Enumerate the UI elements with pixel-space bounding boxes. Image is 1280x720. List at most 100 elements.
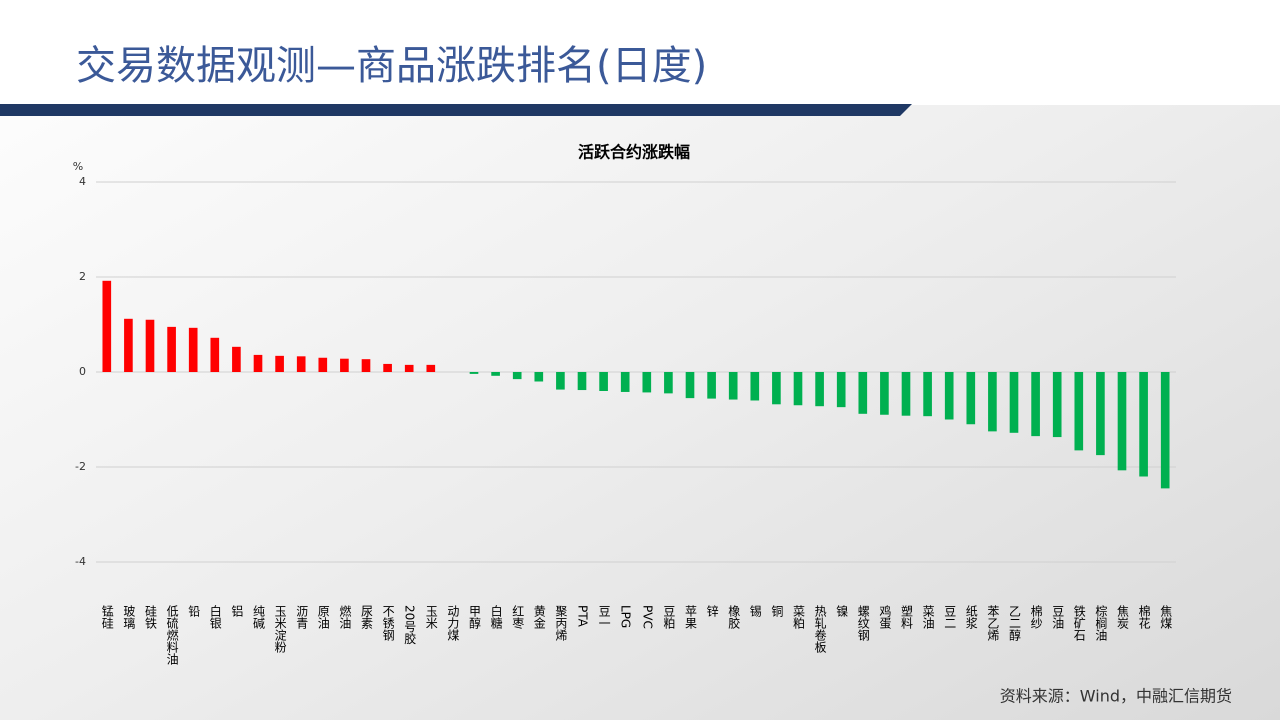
x-tick-label: PTA (576, 605, 590, 628)
x-tick-label: 乙二醇 (1008, 605, 1022, 641)
bar (642, 372, 652, 393)
x-tick-label: 螺纹钢 (856, 605, 870, 641)
bar (1052, 372, 1062, 438)
bar (1074, 372, 1084, 451)
bar (210, 337, 220, 372)
x-tick-label: 燃油 (338, 604, 352, 629)
x-tick-label: 纸浆 (964, 605, 978, 629)
slide-title: 交易数据观测—商品涨跌排名(日度) (76, 43, 707, 89)
bar (901, 372, 911, 416)
x-tick-label: 玻璃 (122, 605, 136, 630)
x-tick-label: 锰硅 (100, 604, 114, 629)
x-tick-label: 白银 (208, 604, 222, 629)
x-tick-label: 红枣 (511, 604, 525, 630)
x-tick-label: 塑料 (900, 604, 914, 629)
bar (318, 357, 328, 372)
bar (340, 358, 349, 372)
bar (815, 372, 824, 407)
x-tick-label: 低硫燃料油 (165, 605, 179, 665)
bar (923, 372, 932, 417)
x-tick-label: 尿素 (360, 605, 374, 629)
bar (102, 280, 112, 372)
bar (1117, 372, 1127, 471)
bar (728, 372, 738, 400)
x-tick-label: 菜粕 (792, 605, 806, 629)
y-tick-label: 4 (79, 175, 86, 188)
x-tick-label: 原油 (316, 605, 330, 629)
bar (966, 372, 976, 425)
x-tick-label: 聚丙烯 (554, 605, 568, 641)
y-tick-label: -4 (75, 555, 86, 568)
bar (685, 372, 695, 399)
bar (1009, 372, 1019, 433)
x-tick-label: 锌 (705, 605, 719, 617)
x-tick-label: 锡 (748, 604, 762, 618)
bar (253, 354, 263, 372)
x-tick-label: 橡胶 (727, 605, 741, 630)
bar (1096, 372, 1105, 456)
x-tick-label: 棕榈油 (1094, 604, 1108, 641)
bar (232, 346, 241, 372)
x-tick-label: 豆一 (597, 605, 611, 629)
bar (988, 372, 997, 432)
x-tick-label: 铜 (770, 604, 784, 617)
bar (188, 327, 198, 372)
header-bg (0, 0, 1280, 105)
x-tick-label: 铁矿石 (1072, 605, 1086, 641)
bar (1139, 372, 1148, 477)
bar (707, 372, 716, 399)
x-tick-label: 菜油 (921, 605, 935, 629)
y-tick-label: 2 (79, 270, 86, 283)
bar (664, 372, 673, 394)
x-tick-label: 铝 (230, 604, 244, 617)
bar (361, 359, 371, 372)
bar (124, 318, 133, 372)
bar (793, 372, 803, 406)
bar (750, 372, 760, 401)
header-bar (0, 104, 912, 116)
bar (469, 372, 479, 374)
bar (880, 372, 889, 415)
source-note: 资料来源：Wind，中融汇信期货 (1000, 687, 1232, 706)
bar (620, 372, 630, 392)
x-tick-label: 动力煤 (446, 605, 460, 641)
bar (145, 319, 155, 372)
bar (599, 372, 608, 391)
chart-title: 活跃合约涨跌幅 (578, 143, 690, 162)
x-tick-label: 豆二 (943, 605, 957, 629)
x-tick-label: 玉米淀粉 (273, 605, 287, 653)
x-tick-label: 焦煤 (1159, 605, 1173, 629)
bar (491, 372, 500, 376)
bar (534, 372, 544, 382)
bar (772, 372, 781, 405)
y-tick-label: 0 (79, 365, 86, 378)
x-tick-label: 棉纱 (1029, 605, 1043, 629)
bar (296, 356, 306, 372)
x-tick-label: 玉米 (424, 605, 438, 629)
bar (858, 372, 868, 414)
x-tick-label: 豆粕 (662, 605, 676, 629)
bar (556, 372, 565, 390)
x-tick-label: LPG (619, 605, 633, 628)
x-tick-label: 白糖 (489, 604, 503, 630)
x-tick-label: 豆油 (1051, 605, 1065, 629)
x-tick-label: 苯乙烯 (986, 605, 1000, 641)
bar (404, 364, 414, 372)
x-tick-label: 黄金 (532, 605, 546, 629)
x-tick-label: 硅铁 (144, 605, 158, 629)
x-tick-label: 纯碱 (252, 605, 266, 630)
x-tick-label: 棉花 (1137, 605, 1151, 630)
x-tick-label: 甲醇 (468, 605, 482, 629)
x-tick-label: 铅 (187, 605, 201, 617)
y-tick-label: -2 (75, 460, 86, 473)
x-tick-label: 镍 (835, 605, 849, 617)
bar (944, 372, 954, 420)
bar (383, 363, 392, 372)
bar (426, 364, 436, 372)
x-tick-label: 焦炭 (1116, 605, 1130, 630)
bar (836, 372, 846, 408)
bar (577, 372, 587, 391)
bar (1031, 372, 1040, 437)
bar (512, 372, 522, 380)
